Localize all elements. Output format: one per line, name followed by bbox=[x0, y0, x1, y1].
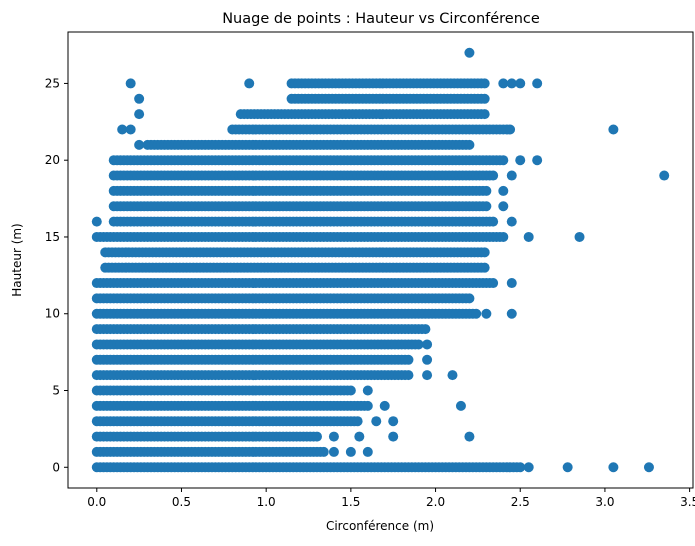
data-point bbox=[345, 446, 356, 457]
data-point bbox=[523, 462, 534, 473]
data-point bbox=[362, 446, 373, 457]
data-point bbox=[362, 400, 373, 411]
y-tick-label: 0 bbox=[52, 460, 60, 474]
data-point bbox=[311, 431, 322, 442]
data-point bbox=[345, 385, 356, 396]
data-point bbox=[125, 124, 136, 135]
data-point bbox=[515, 462, 526, 473]
chart-title: Nuage de points : Hauteur vs Circonféren… bbox=[222, 11, 540, 27]
data-points bbox=[91, 47, 670, 473]
y-tick-label: 15 bbox=[45, 230, 60, 244]
data-point bbox=[464, 431, 475, 442]
data-point bbox=[574, 231, 585, 242]
data-point bbox=[608, 462, 619, 473]
data-point bbox=[328, 431, 339, 442]
y-tick-label: 25 bbox=[45, 76, 60, 90]
data-point bbox=[403, 354, 414, 365]
data-point bbox=[506, 78, 517, 89]
data-point bbox=[420, 324, 431, 335]
data-point bbox=[134, 139, 145, 150]
data-point bbox=[479, 93, 490, 104]
x-tick-label: 1.5 bbox=[341, 495, 360, 509]
data-point bbox=[515, 155, 526, 166]
data-point bbox=[498, 78, 509, 89]
data-point bbox=[532, 155, 543, 166]
data-point bbox=[422, 354, 433, 365]
x-tick-label: 2.0 bbox=[426, 495, 445, 509]
data-point bbox=[134, 93, 145, 104]
data-point bbox=[471, 308, 482, 319]
data-point bbox=[117, 124, 128, 135]
x-tick-label: 0.5 bbox=[172, 495, 191, 509]
data-point bbox=[479, 262, 490, 273]
data-point bbox=[479, 109, 490, 120]
data-point bbox=[506, 170, 517, 181]
data-point bbox=[488, 278, 499, 289]
data-point bbox=[562, 462, 573, 473]
x-axis-title: Circonférence (m) bbox=[326, 519, 434, 533]
data-point bbox=[447, 370, 458, 381]
data-point bbox=[506, 216, 517, 227]
data-point bbox=[352, 416, 363, 427]
x-tick-label: 2.5 bbox=[511, 495, 530, 509]
data-point bbox=[506, 308, 517, 319]
y-tick-label: 20 bbox=[45, 153, 60, 167]
data-point bbox=[479, 78, 490, 89]
data-point bbox=[328, 446, 339, 457]
data-point bbox=[488, 170, 499, 181]
data-point bbox=[125, 78, 136, 89]
data-point bbox=[422, 370, 433, 381]
data-point bbox=[498, 231, 509, 242]
data-point bbox=[464, 293, 475, 304]
data-point bbox=[523, 231, 534, 242]
data-point bbox=[244, 78, 255, 89]
data-point bbox=[505, 124, 516, 135]
y-axis-ticks: 0 5 10 15 20 25 bbox=[45, 76, 68, 474]
data-point bbox=[659, 170, 670, 181]
x-axis-ticks: 0.0 0.5 1.0 1.5 2.0 2.5 3.0 3.5 bbox=[87, 488, 695, 509]
y-axis-title: Hauteur (m) bbox=[10, 223, 24, 296]
data-point bbox=[479, 247, 490, 258]
data-point bbox=[134, 109, 145, 120]
data-point bbox=[481, 201, 492, 212]
data-point bbox=[379, 400, 390, 411]
x-tick-label: 3.0 bbox=[595, 495, 614, 509]
y-tick-label: 5 bbox=[52, 384, 60, 398]
data-point bbox=[413, 339, 424, 350]
data-point bbox=[464, 47, 475, 58]
data-point bbox=[532, 78, 543, 89]
x-tick-label: 0.0 bbox=[87, 495, 106, 509]
data-point bbox=[403, 370, 414, 381]
data-point bbox=[643, 462, 654, 473]
data-point bbox=[354, 431, 365, 442]
data-point bbox=[498, 155, 509, 166]
data-point bbox=[362, 385, 373, 396]
x-tick-label: 1.0 bbox=[257, 495, 276, 509]
data-point bbox=[515, 78, 526, 89]
data-point bbox=[506, 278, 517, 289]
data-point bbox=[318, 446, 329, 457]
data-point bbox=[464, 139, 475, 150]
data-point bbox=[498, 201, 509, 212]
y-tick-label: 10 bbox=[45, 307, 60, 321]
plot-frame bbox=[67, 31, 694, 489]
data-point bbox=[608, 124, 619, 135]
data-point bbox=[455, 400, 466, 411]
data-point bbox=[488, 216, 499, 227]
x-tick-label: 3.5 bbox=[680, 495, 695, 509]
data-point bbox=[388, 431, 399, 442]
data-point bbox=[481, 308, 492, 319]
data-point bbox=[422, 339, 433, 350]
data-point bbox=[481, 185, 492, 196]
data-point bbox=[498, 185, 509, 196]
data-point bbox=[91, 216, 102, 227]
data-point bbox=[388, 416, 399, 427]
data-point bbox=[371, 416, 382, 427]
